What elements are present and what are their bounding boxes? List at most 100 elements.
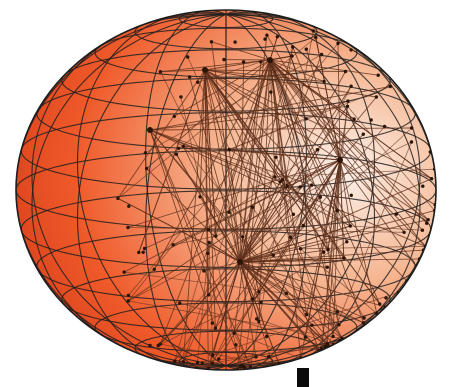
network-link xyxy=(182,207,253,362)
network-link xyxy=(149,86,391,131)
network-node xyxy=(263,37,267,41)
network-node xyxy=(127,204,131,208)
network-node xyxy=(291,45,295,49)
network-hub xyxy=(267,57,273,63)
network-link xyxy=(204,69,429,221)
network-node xyxy=(211,353,215,357)
network-node xyxy=(178,301,182,305)
network-node xyxy=(304,47,308,51)
network-node xyxy=(265,33,269,37)
network-node xyxy=(343,69,348,74)
network-node xyxy=(345,240,349,244)
network-node xyxy=(315,148,320,152)
network-link xyxy=(128,213,294,302)
network-link xyxy=(339,159,426,247)
network-link xyxy=(269,59,348,242)
network-link xyxy=(266,34,341,161)
network-link xyxy=(239,225,351,263)
network-node xyxy=(290,54,294,58)
network-node xyxy=(181,144,185,148)
network-node xyxy=(378,302,382,306)
network-link xyxy=(179,302,327,348)
network-node xyxy=(342,256,346,260)
network-link xyxy=(229,86,391,150)
network-link xyxy=(339,159,378,314)
network-node xyxy=(323,344,327,349)
network-link xyxy=(199,69,206,197)
network-node xyxy=(238,365,242,369)
network-node xyxy=(269,90,273,94)
network-link xyxy=(128,300,343,340)
network-link xyxy=(212,86,352,364)
network-link xyxy=(127,159,341,228)
network-node xyxy=(241,60,246,64)
network-node xyxy=(394,212,398,216)
network-node xyxy=(144,166,149,171)
network-node xyxy=(421,184,425,188)
network-node xyxy=(206,293,211,297)
network-link xyxy=(204,69,343,339)
network-link xyxy=(204,69,436,206)
network-node xyxy=(126,225,130,230)
network-node xyxy=(318,195,322,199)
network-node xyxy=(217,357,221,361)
network-node xyxy=(361,132,365,136)
network-node xyxy=(273,175,277,179)
network-node xyxy=(345,104,350,109)
network-node xyxy=(301,223,305,228)
network-node xyxy=(209,40,214,44)
network-node xyxy=(348,224,352,228)
network-hub xyxy=(147,127,153,133)
network-node xyxy=(142,246,147,251)
network-node xyxy=(198,195,202,199)
network-link xyxy=(269,36,278,61)
network-node xyxy=(335,209,339,213)
network-node xyxy=(137,250,141,255)
network-link xyxy=(339,159,417,267)
network-node xyxy=(402,230,406,234)
longitude-line xyxy=(76,11,227,367)
network-node xyxy=(200,361,204,365)
network-link xyxy=(347,106,435,211)
network-link xyxy=(145,54,322,154)
network-link xyxy=(256,318,334,345)
network-link xyxy=(160,59,271,73)
network-node xyxy=(250,297,254,301)
network-node xyxy=(232,331,236,335)
network-link xyxy=(204,69,217,237)
network-node xyxy=(288,235,293,239)
network-link xyxy=(243,47,294,367)
network-link xyxy=(321,101,349,349)
network-node xyxy=(335,310,340,314)
network-link xyxy=(187,56,230,150)
network-link xyxy=(242,236,268,337)
network-link xyxy=(252,241,348,300)
network-link xyxy=(302,126,385,226)
network-node xyxy=(186,55,190,59)
network-link xyxy=(127,227,405,233)
network-link xyxy=(128,43,339,296)
network-node xyxy=(250,205,255,209)
network-link xyxy=(158,298,253,346)
network-node xyxy=(259,60,263,64)
network-link xyxy=(250,30,314,367)
network-node xyxy=(158,70,163,74)
network-link xyxy=(229,149,351,227)
network-node xyxy=(291,212,296,216)
network-node xyxy=(148,343,152,348)
network-link xyxy=(204,69,260,293)
network-node xyxy=(369,118,373,122)
network-node xyxy=(152,267,156,271)
network-node xyxy=(298,247,303,251)
network-link xyxy=(233,333,251,367)
network-node xyxy=(196,80,200,84)
network-node xyxy=(257,290,261,294)
network-link xyxy=(273,127,412,256)
network-link xyxy=(279,181,329,346)
network-node xyxy=(281,178,285,182)
network-link xyxy=(173,235,216,246)
network-link xyxy=(176,154,241,263)
network-node xyxy=(233,40,237,44)
network-link xyxy=(189,76,241,263)
globe-outline xyxy=(15,9,437,371)
